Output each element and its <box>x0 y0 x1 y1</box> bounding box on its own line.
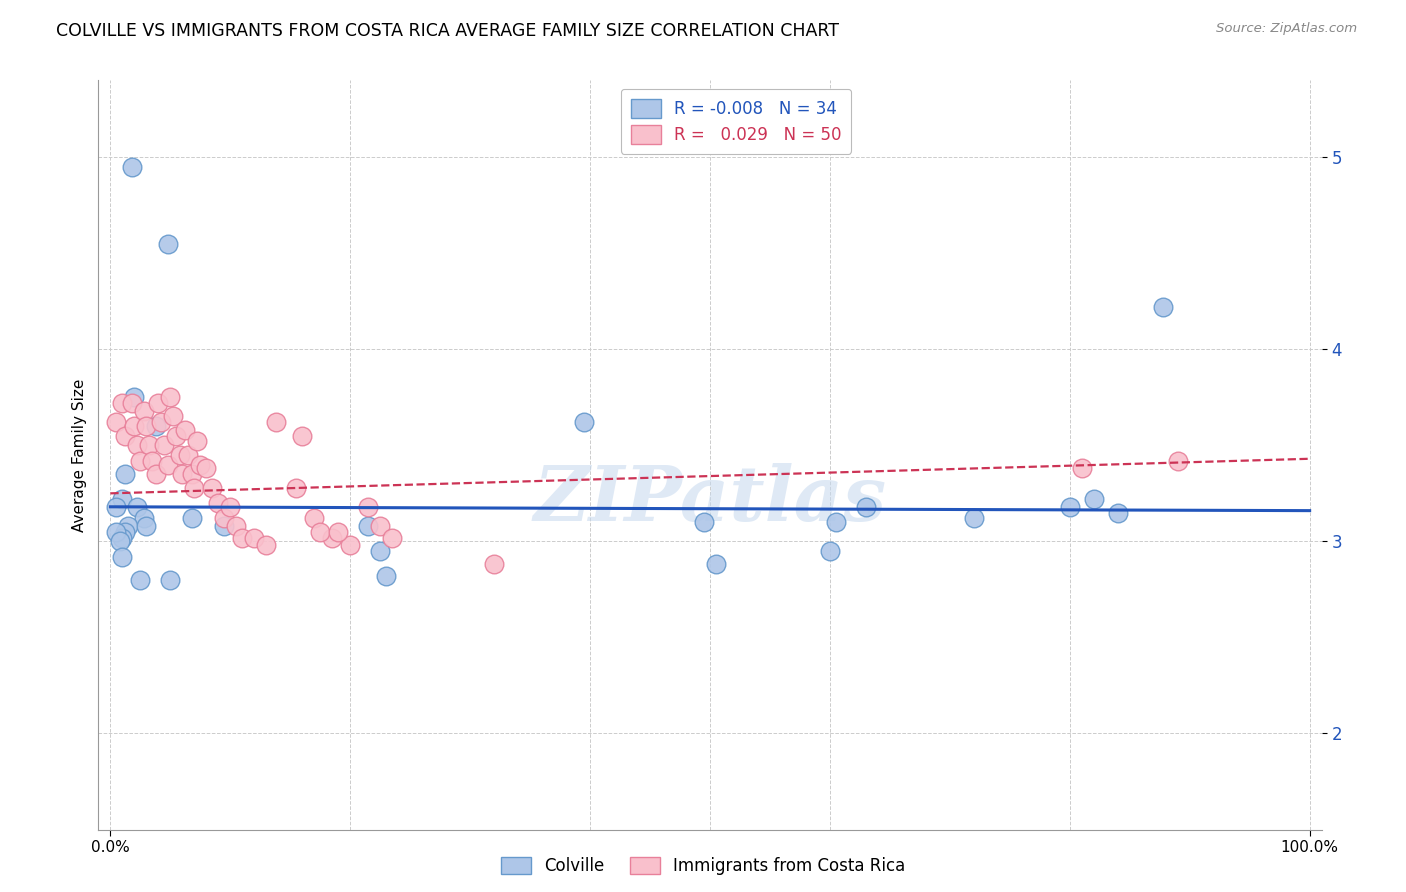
Point <box>172 467 194 482</box>
Point <box>173 423 195 437</box>
Legend: R = -0.008   N = 34, R =   0.029   N = 50: R = -0.008 N = 34, R = 0.029 N = 50 <box>620 88 852 153</box>
Point <box>124 390 146 404</box>
Point <box>181 467 204 482</box>
Point <box>153 438 176 452</box>
Point <box>149 415 172 429</box>
Point <box>114 467 136 482</box>
Y-axis label: Average Family Size: Average Family Size <box>72 378 87 532</box>
Point <box>1083 492 1105 507</box>
Point <box>105 524 128 539</box>
Point <box>181 511 204 525</box>
Point <box>108 534 131 549</box>
Point <box>231 531 253 545</box>
Point <box>572 415 595 429</box>
Point <box>855 500 877 514</box>
Point <box>963 511 986 525</box>
Point <box>111 531 134 545</box>
Point <box>201 481 224 495</box>
Point <box>381 531 404 545</box>
Point <box>105 500 128 514</box>
Point <box>214 511 236 525</box>
Point <box>186 434 208 449</box>
Point <box>328 524 350 539</box>
Point <box>129 573 152 587</box>
Point <box>162 409 184 424</box>
Point <box>125 500 148 514</box>
Point <box>135 519 157 533</box>
Point <box>1152 300 1174 314</box>
Point <box>135 419 157 434</box>
Point <box>132 511 155 525</box>
Point <box>129 453 152 467</box>
Point <box>818 544 841 558</box>
Point <box>309 524 332 539</box>
Text: COLVILLE VS IMMIGRANTS FROM COSTA RICA AVERAGE FAMILY SIZE CORRELATION CHART: COLVILLE VS IMMIGRANTS FROM COSTA RICA A… <box>56 22 839 40</box>
Point <box>183 481 205 495</box>
Point <box>357 500 380 514</box>
Point <box>1107 506 1129 520</box>
Point <box>111 492 134 507</box>
Point <box>285 481 308 495</box>
Point <box>243 531 266 545</box>
Point <box>159 573 181 587</box>
Point <box>321 531 343 545</box>
Point <box>141 453 163 467</box>
Text: Source: ZipAtlas.com: Source: ZipAtlas.com <box>1216 22 1357 36</box>
Point <box>117 519 139 533</box>
Legend: Colville, Immigrants from Costa Rica: Colville, Immigrants from Costa Rica <box>492 849 914 884</box>
Point <box>111 549 134 564</box>
Point <box>105 415 128 429</box>
Point <box>339 538 361 552</box>
Point <box>156 458 179 472</box>
Point <box>375 569 398 583</box>
Point <box>214 519 236 533</box>
Point <box>121 160 143 174</box>
Point <box>825 515 848 529</box>
Point <box>111 396 134 410</box>
Point <box>219 500 242 514</box>
Point <box>357 519 380 533</box>
Point <box>124 419 146 434</box>
Point <box>1059 500 1081 514</box>
Point <box>1167 453 1189 467</box>
Text: ZIPatlas: ZIPatlas <box>533 463 887 537</box>
Point <box>138 438 160 452</box>
Point <box>159 390 181 404</box>
Point <box>207 496 229 510</box>
Point <box>368 544 391 558</box>
Point <box>188 458 211 472</box>
Point <box>156 236 179 251</box>
Point <box>114 524 136 539</box>
Point <box>177 448 200 462</box>
Point <box>165 428 187 442</box>
Point <box>304 511 326 525</box>
Point <box>225 519 247 533</box>
Point <box>482 558 505 572</box>
Point <box>145 467 167 482</box>
Point <box>132 403 155 417</box>
Point <box>125 438 148 452</box>
Point <box>291 428 314 442</box>
Point <box>693 515 716 529</box>
Point <box>114 428 136 442</box>
Point <box>169 448 191 462</box>
Point <box>145 419 167 434</box>
Point <box>264 415 287 429</box>
Point <box>704 558 727 572</box>
Point <box>121 396 143 410</box>
Point <box>195 461 218 475</box>
Point <box>1070 461 1092 475</box>
Point <box>254 538 277 552</box>
Point <box>148 396 170 410</box>
Point <box>368 519 391 533</box>
